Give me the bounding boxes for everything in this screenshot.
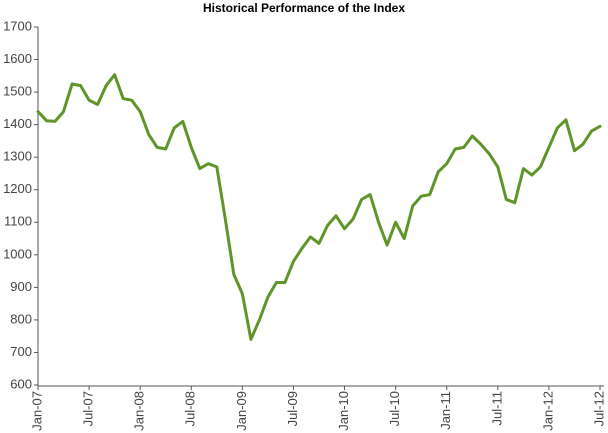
data-line (36, 73, 602, 341)
x-tick-label: Jul-12 (591, 391, 606, 426)
x-tick-label: Jan-07 (29, 391, 44, 431)
y-tick-label: 800 (10, 311, 32, 326)
y-tick-label: 600 (10, 376, 32, 391)
x-tick-label: Jan-10 (336, 391, 351, 431)
y-tick-label: 1000 (3, 246, 32, 261)
y-tick-label: 700 (10, 344, 32, 359)
x-tick-label: Jan-09 (234, 391, 249, 431)
x-tick-label: Jan-12 (540, 391, 555, 431)
x-tick-label: Jul-11 (489, 391, 504, 425)
x-tick-label: Jan-08 (132, 391, 147, 431)
y-tick-label: 1500 (3, 84, 32, 99)
x-tick-label: Jul-09 (285, 391, 300, 426)
y-tick-label: 1200 (3, 181, 32, 196)
x-tick-label: Jul-07 (81, 391, 96, 426)
y-tick-label: 1100 (4, 214, 32, 229)
y-tick-label: 900 (10, 279, 32, 294)
y-tick-label: 1300 (3, 149, 32, 164)
y-tick-label: 1600 (3, 51, 32, 66)
x-tick-label: Jul-10 (387, 391, 402, 426)
y-tick-label: 1400 (3, 116, 32, 131)
y-tick-label: 1700 (3, 18, 32, 33)
x-tick-label: Jul-08 (183, 391, 198, 426)
x-tick-label: Jan-11 (438, 391, 453, 430)
chart-title: Historical Performance of the Index (203, 1, 405, 15)
